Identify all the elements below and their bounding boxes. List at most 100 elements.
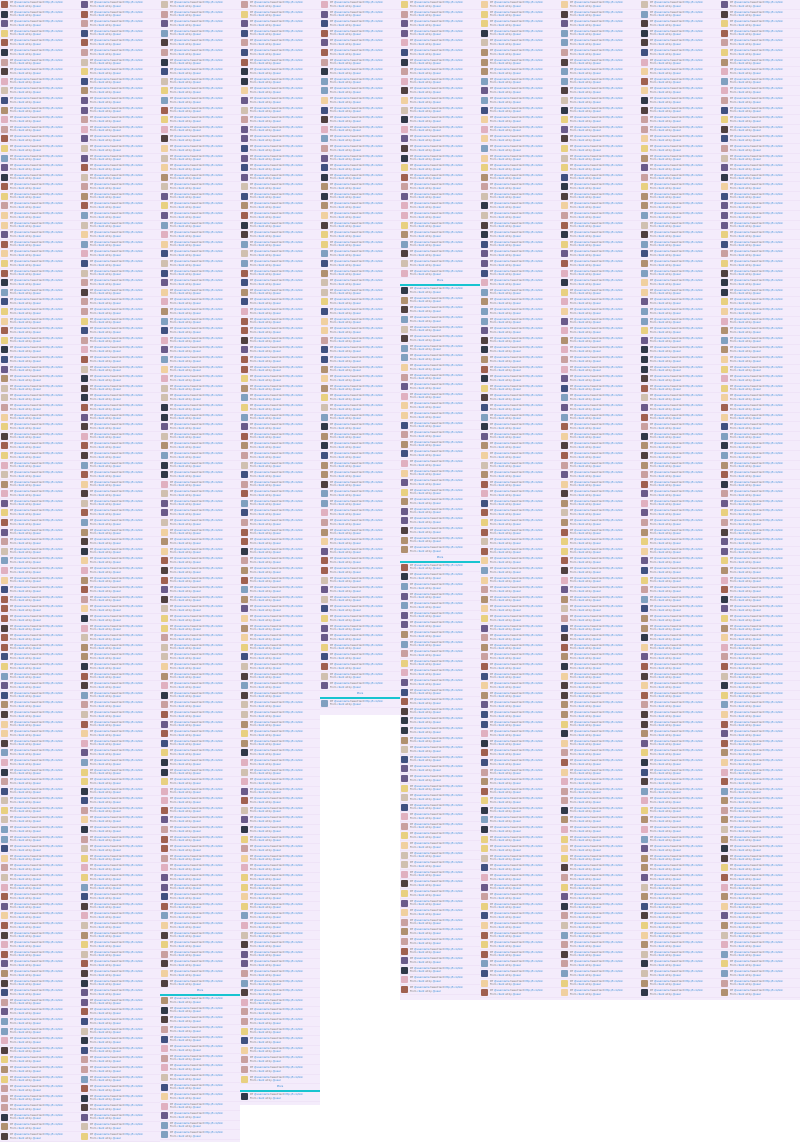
avatar[interactable] xyxy=(241,490,248,498)
avatar[interactable] xyxy=(81,154,88,162)
user-link[interactable]: @username xyxy=(14,854,30,858)
by-user-link[interactable]: @user xyxy=(192,752,201,756)
avatar[interactable] xyxy=(241,758,248,766)
avatar[interactable] xyxy=(1,768,8,776)
user-link[interactable]: @username xyxy=(94,950,110,954)
tweet-link[interactable]: http://t.co/link xyxy=(124,336,143,340)
avatar[interactable] xyxy=(241,499,248,507)
client-link[interactable]: client xyxy=(177,1058,185,1062)
user-link[interactable]: @username xyxy=(14,250,30,254)
client-link[interactable]: client xyxy=(17,234,25,238)
by-user-link[interactable]: @user xyxy=(192,1087,201,1091)
tweet-link[interactable]: http://t.co/link xyxy=(44,298,63,302)
by-user-link[interactable]: @user xyxy=(32,618,41,622)
user-link[interactable]: @username xyxy=(174,845,190,849)
avatar[interactable] xyxy=(81,308,88,315)
tweet-link[interactable]: http://t.co/link xyxy=(284,471,303,475)
client-link[interactable]: client xyxy=(17,925,25,929)
user-link[interactable]: @username xyxy=(94,29,110,33)
user-link[interactable]: @username xyxy=(174,997,190,1001)
avatar[interactable] xyxy=(241,586,248,594)
client-link[interactable]: client xyxy=(177,215,185,219)
avatar[interactable] xyxy=(161,960,168,968)
avatar[interactable] xyxy=(161,883,168,891)
client-link[interactable]: client xyxy=(257,810,265,814)
user-link[interactable]: @username xyxy=(14,528,30,532)
avatar[interactable] xyxy=(161,260,168,268)
tweet-link[interactable]: http://t.co/link xyxy=(204,519,223,523)
avatar[interactable] xyxy=(241,471,248,479)
tweet-link[interactable]: http://t.co/link xyxy=(204,672,223,676)
tweet-link[interactable]: http://t.co/link xyxy=(204,902,223,906)
user-link[interactable]: @username xyxy=(94,672,110,676)
user-link[interactable]: @username xyxy=(254,442,270,446)
tweet-link[interactable]: http://t.co/link xyxy=(204,557,223,561)
by-user-link[interactable]: @user xyxy=(272,810,281,814)
by-user-link[interactable]: @user xyxy=(112,302,121,305)
user-link[interactable]: @username xyxy=(174,874,190,878)
client-link[interactable]: client xyxy=(17,829,25,833)
by-user-link[interactable]: @user xyxy=(272,196,281,200)
avatar[interactable] xyxy=(1,10,8,18)
user-link[interactable]: @username xyxy=(174,48,190,52)
by-user-link[interactable]: @user xyxy=(192,138,201,142)
tweet-link[interactable]: http://t.co/link xyxy=(204,480,223,484)
user-link[interactable]: @username xyxy=(174,538,190,542)
client-link[interactable]: client xyxy=(17,90,25,94)
user-link[interactable]: @username xyxy=(94,279,110,283)
tweet-link[interactable]: http://t.co/link xyxy=(124,1113,143,1117)
client-link[interactable]: client xyxy=(17,42,25,46)
tweet-link[interactable]: http://t.co/link xyxy=(44,279,63,283)
client-link[interactable]: client xyxy=(177,752,185,756)
avatar[interactable] xyxy=(81,250,88,258)
client-link[interactable]: client xyxy=(97,551,105,555)
client-link[interactable]: client xyxy=(97,23,105,27)
avatar[interactable] xyxy=(1,1123,8,1131)
client-link[interactable]: client xyxy=(177,570,185,574)
tweet-link[interactable]: http://t.co/link xyxy=(44,662,63,666)
tweet-link[interactable]: http://t.co/link xyxy=(44,701,63,705)
by-user-link[interactable]: @user xyxy=(32,973,41,977)
avatar[interactable] xyxy=(161,912,168,920)
by-user-link[interactable]: @user xyxy=(272,90,281,94)
by-user-link[interactable]: @user xyxy=(192,609,201,612)
by-user-link[interactable]: @user xyxy=(32,282,41,286)
client-link[interactable]: client xyxy=(97,772,105,776)
client-link[interactable]: client xyxy=(17,62,25,66)
avatar[interactable] xyxy=(81,595,88,603)
user-link[interactable]: @username xyxy=(254,634,270,638)
tweet-link[interactable]: http://t.co/link xyxy=(284,394,303,398)
client-link[interactable]: client xyxy=(257,321,265,325)
user-link[interactable]: @username xyxy=(254,240,270,244)
user-link[interactable]: @username xyxy=(94,845,110,849)
avatar[interactable] xyxy=(161,375,168,383)
by-user-link[interactable]: @user xyxy=(192,388,201,392)
client-link[interactable]: client xyxy=(17,762,25,766)
avatar[interactable] xyxy=(161,997,168,1005)
client-link[interactable]: client xyxy=(97,896,105,900)
client-link[interactable]: client xyxy=(177,848,185,852)
user-link[interactable]: @username xyxy=(14,931,30,935)
avatar[interactable] xyxy=(241,778,248,786)
by-user-link[interactable]: @user xyxy=(112,503,121,507)
avatar[interactable] xyxy=(241,298,248,306)
tweet-link[interactable]: http://t.co/link xyxy=(44,423,63,427)
avatar[interactable] xyxy=(81,1008,88,1016)
tweet-link[interactable]: http://t.co/link xyxy=(284,778,303,782)
avatar[interactable] xyxy=(241,509,248,517)
by-user-link[interactable]: @user xyxy=(112,877,121,881)
tweet-link[interactable]: http://t.co/link xyxy=(124,893,143,897)
client-link[interactable]: client xyxy=(257,676,265,680)
avatar[interactable] xyxy=(241,461,248,469)
client-link[interactable]: client xyxy=(97,916,105,919)
tweet-link[interactable]: http://t.co/link xyxy=(284,442,303,446)
avatar[interactable] xyxy=(161,682,168,690)
avatar[interactable] xyxy=(241,87,248,95)
tweet-link[interactable]: http://t.co/link xyxy=(204,893,223,897)
user-link[interactable]: @username xyxy=(254,365,270,369)
user-link[interactable]: @username xyxy=(174,528,190,532)
by-user-link[interactable]: @user xyxy=(112,676,121,680)
avatar[interactable] xyxy=(1,221,8,229)
avatar[interactable] xyxy=(81,922,88,929)
avatar[interactable] xyxy=(241,547,248,555)
